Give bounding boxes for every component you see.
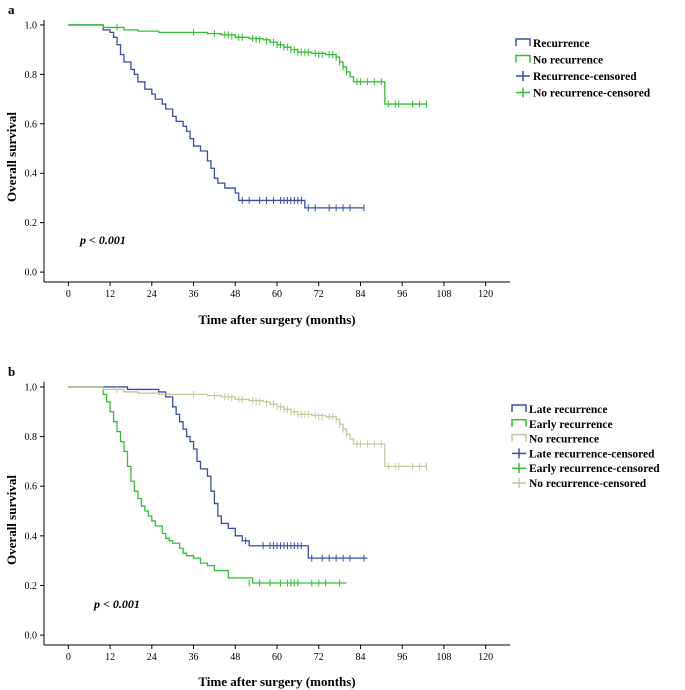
panel-b-late-recurrence-curve <box>68 386 368 559</box>
panel-b-y-tick-label: 0.2 <box>25 581 38 592</box>
panel-b-legend-late-recurrence-swatch <box>511 404 527 412</box>
panel-b-legend-no-recurrence-swatch <box>511 433 527 442</box>
panel-a-recurrence-curve <box>68 24 364 209</box>
panel-b-legend-early-recurrence-censored-label: Early recurrence-censored <box>529 463 660 475</box>
panel-b-legend: Late recurrence Early recurrence No recurr… <box>511 404 660 490</box>
panel-b-x-tick-label: 96 <box>397 652 407 663</box>
panel-a-y-tick-label: 0.8 <box>25 70 38 81</box>
panel-a-curves <box>68 23 428 212</box>
panel-b-label: b <box>8 364 15 379</box>
panel-b-x-tick-label: 72 <box>314 652 324 663</box>
panel-a-legend-no-recurrence-censored-label: No recurrence-censored <box>533 88 651 100</box>
panel-a-x-tick-label: 24 <box>147 289 157 300</box>
panel-a-label: a <box>8 2 15 17</box>
panel-a-x-tick-label: 36 <box>189 289 199 300</box>
panel-a-x-axis-title: Time after surgery (months) <box>198 312 355 327</box>
panel-a-no-recurrence-curve <box>68 24 427 105</box>
panel-b-y-tick-label: 0.0 <box>25 631 38 642</box>
panel-b-legend-late-recurrence-label: Late recurrence <box>529 404 607 416</box>
panel-b-y-tick-label: 1.0 <box>25 382 38 393</box>
panel-a-y-tick-label: 0.2 <box>25 218 38 229</box>
panel-a-x-tick-label: 96 <box>397 289 407 300</box>
panel-b-x-tick-label: 24 <box>147 652 157 663</box>
panel-b-y-tick-label: 0.8 <box>25 432 38 443</box>
panel-a-legend-no-recurrence-swatch <box>515 54 531 63</box>
panel-a-x-tick-label: 60 <box>272 289 282 300</box>
panel-a-legend-no-recurrence-label: No recurrence <box>533 55 603 67</box>
panel-b-y-tick-label: 0.6 <box>25 482 38 493</box>
panel-b-x-tick-label: 108 <box>436 652 451 663</box>
panel-b-y-axis-title: Overall survival <box>4 475 19 565</box>
panel-b-x-axis-title: Time after surgery (months) <box>198 674 355 689</box>
panel-b-early-recurrence-curve <box>68 386 347 584</box>
panel-a-legend: Recurrence No recurrence Recurrence-censor… <box>515 38 651 100</box>
panel-a-x-tick-label: 72 <box>314 289 324 300</box>
panel-b-x-tick-label: 12 <box>105 652 115 663</box>
panel-b-x-tick-label: 48 <box>230 652 240 663</box>
panel-b-no-recurrence-curve <box>68 386 427 468</box>
panel-b-legend-late-recurrence-censored-label: Late recurrence-censored <box>529 448 655 460</box>
panel-a-p-value: p < 0.001 <box>79 233 126 247</box>
panel-a-x-tick-label: 84 <box>355 289 365 300</box>
panel-b-x-tick-label: 60 <box>272 652 282 663</box>
panel-b-x-tick-label: 120 <box>478 652 493 663</box>
panel-b-y-tick-label: 0.4 <box>25 531 38 542</box>
panel-b-legend-early-recurrence-label: Early recurrence <box>529 419 613 431</box>
panel-b: b Overall survival Time after surgery (m… <box>4 364 660 689</box>
panel-a-legend-recurrence-swatch <box>515 38 531 46</box>
panel-a-x-tick-label: 108 <box>436 289 451 300</box>
panel-b-p-value: p < 0.001 <box>93 597 140 611</box>
panel-b-x-tick-label: 0 <box>66 652 71 663</box>
panel-a-legend-recurrence-censored-label: Recurrence-censored <box>533 71 637 83</box>
panel-a-y-axis-title: Overall survival <box>4 112 19 202</box>
panel-a-y-tick-label: 0.6 <box>25 119 38 130</box>
panel-b-legend-early-recurrence-swatch <box>511 419 527 427</box>
panel-b-legend-no-recurrence-censored-label: No recurrence-censored <box>529 478 647 490</box>
panel-a: a Overall survival Time after surgery (m… <box>4 2 651 327</box>
panel-a-ticks: 0 12 24 36 48 60 72 84 96 108 120 0.0 0.2 0.4 0.6 0.8 1.… <box>25 20 494 300</box>
panel-a-legend-recurrence-label: Recurrence <box>533 38 590 50</box>
panel-a-x-tick-label: 48 <box>230 289 240 300</box>
panel-b-ticks: 0 12 24 36 48 60 72 84 96 108 120 0.0 0.2 0.4 0.6 0.8 1.… <box>25 382 494 663</box>
panel-a-x-tick-label: 0 <box>66 289 71 300</box>
panel-a-y-tick-label: 0.4 <box>25 169 38 180</box>
panel-a-x-tick-label: 120 <box>478 289 493 300</box>
panel-b-x-tick-label: 84 <box>355 652 365 663</box>
panel-b-legend-no-recurrence-label: No recurrence <box>529 434 599 446</box>
panel-a-y-tick-label: 1.0 <box>25 20 38 31</box>
panel-a-x-tick-label: 12 <box>105 289 115 300</box>
panel-b-curves <box>68 385 428 587</box>
panel-b-x-tick-label: 36 <box>189 652 199 663</box>
panel-a-y-tick-label: 0.0 <box>25 268 38 279</box>
